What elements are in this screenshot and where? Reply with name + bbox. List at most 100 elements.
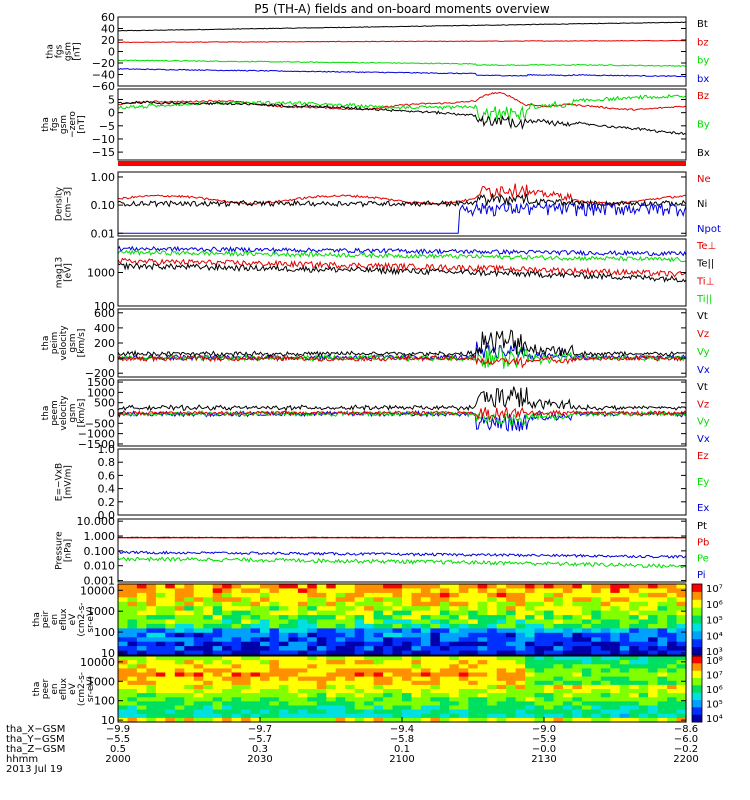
spectrogram-cell — [581, 601, 592, 607]
spectrogram-cell — [278, 650, 289, 656]
spectrogram-cell — [506, 623, 517, 629]
spectrogram-cell — [250, 664, 261, 669]
spectrogram-cell — [155, 606, 166, 612]
spectrogram-cell — [345, 656, 356, 661]
spectrogram-cell — [155, 584, 166, 589]
spectrogram-cell — [383, 623, 394, 629]
spectrogram-cell — [496, 693, 507, 698]
spectrogram-cell — [591, 606, 602, 612]
spectrogram-cell — [383, 660, 394, 665]
spectrogram-cell — [241, 584, 252, 589]
spectrogram-cell — [496, 656, 507, 661]
spectrogram-cell — [392, 650, 403, 656]
y-label-line: velocity — [59, 395, 69, 431]
spectrogram-cell — [420, 646, 431, 652]
spectrogram-cell — [212, 684, 223, 690]
series-ti-perp — [117, 245, 687, 257]
spectrogram-cell — [260, 619, 271, 625]
y-tick-label: −1000 — [78, 428, 115, 441]
spectrogram-cell — [591, 623, 602, 629]
spectrogram-cell — [383, 610, 394, 616]
spectrogram-cell — [335, 705, 346, 711]
spectrogram-cell — [487, 641, 498, 647]
y-tick-label: 1000 — [87, 267, 115, 280]
spectrogram-cell — [174, 606, 185, 612]
spectrogram-cell — [430, 668, 441, 674]
spectrogram-cell — [212, 628, 223, 634]
spectrogram-cell — [430, 684, 441, 690]
y-tick-label: −5 — [99, 120, 115, 133]
spectrogram-cell — [326, 584, 337, 589]
spectrogram-cell — [534, 641, 545, 647]
spectrogram-cell — [667, 697, 678, 702]
spectrogram-cell — [411, 632, 422, 638]
spectrogram-cell — [581, 689, 592, 694]
spectrogram-cell — [307, 637, 318, 643]
spectrogram-cell — [534, 588, 545, 594]
spectrogram-cell — [222, 592, 233, 598]
spectrogram-cell — [184, 619, 195, 625]
spectrogram-cell — [326, 701, 337, 707]
spectrogram-cell — [383, 680, 394, 686]
spectrogram-cell — [638, 619, 649, 625]
spectrogram-cell — [335, 660, 346, 665]
spectrogram-cell — [250, 668, 261, 674]
spectrogram-cell — [600, 713, 611, 719]
spectrogram-cell — [619, 689, 630, 694]
spectrogram-cell — [458, 693, 469, 698]
spectrogram-cell — [118, 660, 129, 665]
spectrogram-cell — [278, 656, 289, 661]
spectrogram-cell — [373, 668, 384, 674]
colorbar-label: 10⁶ — [706, 685, 723, 696]
spectrogram-cell — [402, 650, 413, 656]
spectrogram-cell — [307, 680, 318, 686]
spectrogram-cell — [420, 592, 431, 598]
spectrogram-cell — [127, 709, 138, 715]
spectrogram-cell — [260, 676, 271, 682]
spectrogram-cell — [297, 680, 308, 686]
spectrogram-cell — [316, 615, 327, 621]
spectrogram-cell — [591, 601, 602, 607]
spectrogram-cell — [155, 646, 166, 652]
spectrogram-cell — [581, 650, 592, 656]
spectrogram-cell — [335, 623, 346, 629]
spectrogram-cell — [468, 592, 479, 598]
spectrogram-cell — [118, 584, 129, 589]
spectrogram-cell — [345, 705, 356, 711]
spectrogram-cell — [477, 623, 488, 629]
spectrogram-cell — [610, 701, 621, 707]
spectrogram-cell — [411, 713, 422, 719]
spectrogram-cell — [619, 656, 630, 661]
spectrogram-cell — [667, 610, 678, 616]
spectrogram-cell — [155, 615, 166, 621]
spectrogram-cell — [269, 672, 280, 678]
spectrogram-cell — [544, 601, 555, 607]
spectrogram-cell — [449, 584, 460, 589]
spectrogram-cell — [278, 601, 289, 607]
y-label-line: tha — [41, 336, 51, 351]
y-tick-label: 0.6 — [98, 469, 116, 482]
spectrogram-cell — [591, 693, 602, 698]
colorbar-step — [692, 623, 702, 632]
spectrogram-cell — [600, 646, 611, 652]
spectrogram-cell — [667, 656, 678, 661]
spectrogram-cell — [619, 676, 630, 682]
spectrogram-cell — [383, 628, 394, 634]
legend-item: Vx — [697, 434, 710, 445]
y-label-line: sr-eV) — [86, 676, 96, 702]
spectrogram-cell — [534, 676, 545, 682]
spectrogram-cell — [174, 713, 185, 719]
spectrogram-cell — [402, 672, 413, 678]
spectrogram-cell — [667, 628, 678, 634]
spectrogram-cell — [241, 676, 252, 682]
spectrogram-cell — [458, 597, 469, 603]
spectrogram-cell — [638, 615, 649, 621]
spectrogram-cell — [657, 588, 668, 594]
spectrogram-cell — [250, 713, 261, 719]
spectrogram-cell — [544, 637, 555, 643]
spectrogram-cell — [657, 646, 668, 652]
spectrogram-cell — [118, 646, 129, 652]
spectrogram-cell — [572, 656, 583, 661]
spectrogram-cell — [572, 637, 583, 643]
